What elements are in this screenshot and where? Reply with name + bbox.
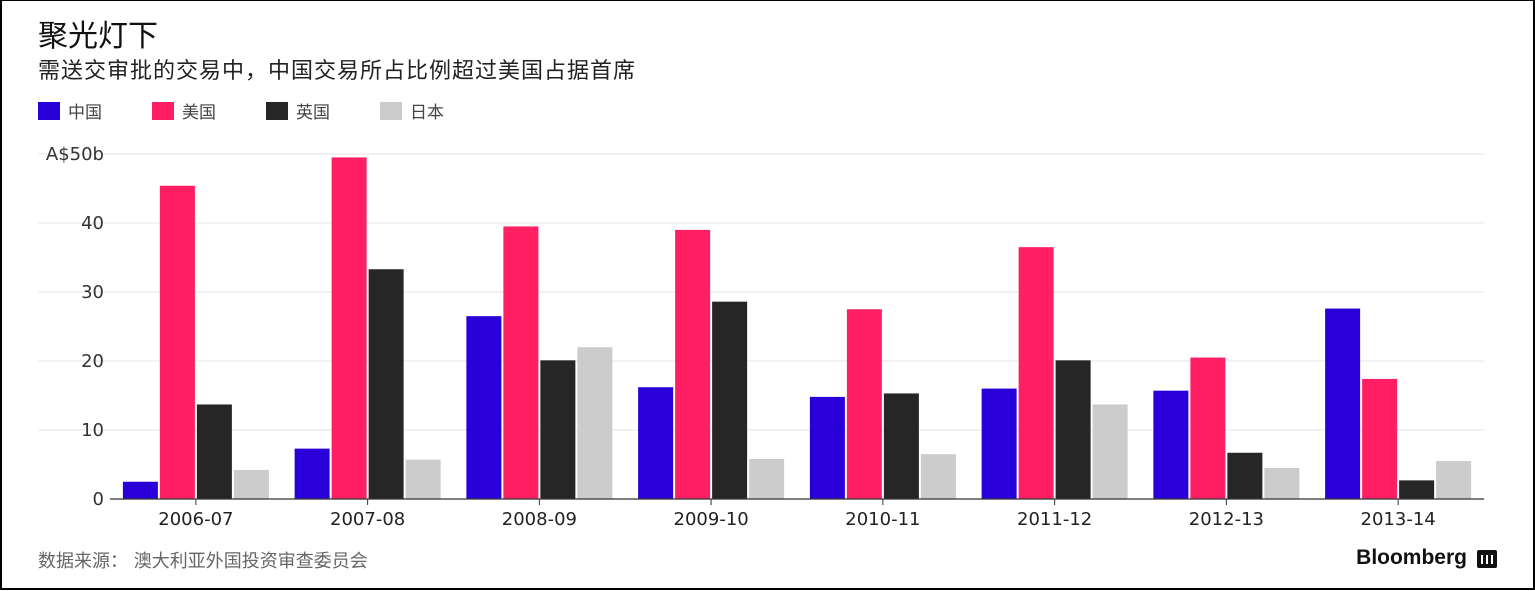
bar [1190,357,1226,499]
chart-subtitle: 需送交审批的交易中，中国交易所占比例超过美国占据首席 [38,59,637,84]
y-tick-label: 30 [81,282,104,303]
bar [1399,480,1435,499]
legend-item-china: 中国 [38,98,102,123]
bar [1055,360,1091,499]
bloomberg-chart-icon [1477,550,1497,568]
bar [712,301,748,499]
y-tick-label: 40 [81,213,104,234]
legend: 中国 美国 英国 日本 [38,98,444,123]
legend-swatch-usa [152,101,174,120]
bar [540,360,576,499]
bar [122,481,158,499]
x-tick-label: 2006-07 [158,509,233,530]
legend-swatch-japan [380,101,402,120]
bar [638,387,674,499]
bar [883,393,919,499]
bar [675,229,711,499]
x-tick-label: 2008-09 [502,509,577,530]
bar [196,404,232,499]
brand-logo: Bloomberg [1356,546,1467,569]
bar [503,226,539,499]
x-tick-label: 2010-11 [845,509,920,530]
bar [920,454,956,499]
bar [1264,467,1300,499]
bar [1325,308,1361,499]
bar [846,309,882,499]
source-note: 数据来源： 澳大利亚外国投资审查委员会 [38,551,368,572]
bar [809,396,845,499]
bar [577,347,613,499]
y-tick-label: 10 [81,420,104,441]
legend-item-usa: 美国 [152,98,216,123]
legend-item-japan: 日本 [380,98,444,123]
y-tick-label: 20 [81,351,104,372]
bar [466,316,502,499]
legend-item-uk: 英国 [266,98,330,123]
legend-swatch-uk [266,101,288,120]
x-tick-label: 2007-08 [330,509,405,530]
chart-title: 聚光灯下 [38,19,158,54]
legend-swatch-china [38,101,60,120]
bar [1092,404,1128,499]
bar [233,470,269,499]
x-tick-label: 2011-12 [1017,509,1092,530]
bar [159,185,195,500]
bar [749,458,785,499]
legend-label-china: 中国 [68,103,102,123]
legend-label-usa: 美国 [182,103,216,123]
bar [331,157,367,499]
bar [1436,461,1472,499]
x-tick-label: 2012-13 [1189,509,1264,530]
bar [981,388,1017,499]
y-tick-label: A$50b [46,144,104,165]
bar [368,269,404,499]
legend-label-japan: 日本 [410,103,444,123]
y-tick-label: 0 [93,489,104,510]
bar [405,459,441,499]
x-tick-label: 2013-14 [1361,509,1436,530]
x-tick-label: 2009-10 [674,509,749,530]
legend-label-uk: 英国 [296,103,330,123]
bar [1018,247,1054,499]
bar [1362,378,1398,499]
bar [1227,452,1263,499]
bar [1153,390,1189,499]
bar [294,448,330,499]
